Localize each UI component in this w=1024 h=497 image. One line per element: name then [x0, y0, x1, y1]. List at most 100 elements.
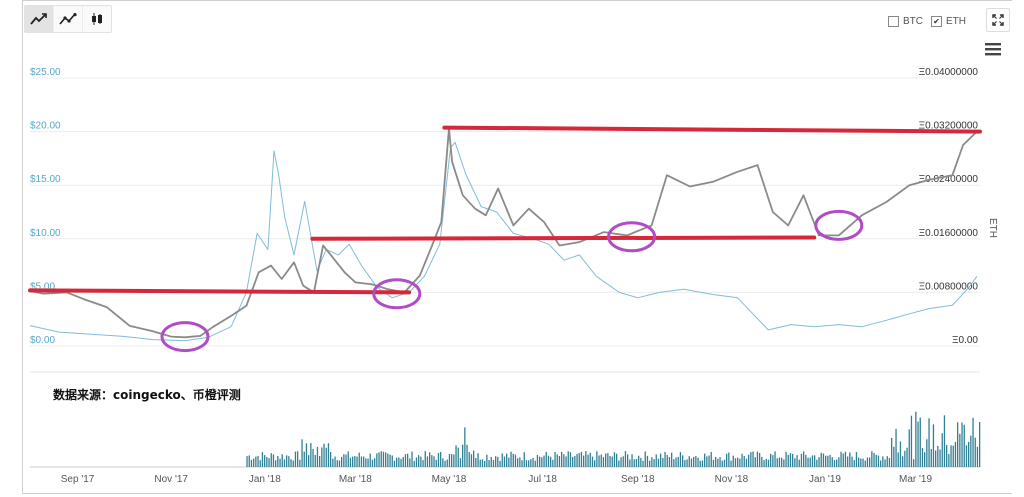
volume-bar [602, 457, 605, 467]
expand-icon [992, 14, 1004, 26]
volume-bar [730, 460, 732, 467]
volume-bar [450, 454, 453, 467]
volume-bar [604, 453, 607, 467]
volume-bar [479, 459, 481, 467]
volume-bar [805, 454, 807, 467]
volume-bar [954, 442, 957, 467]
volume-bar [556, 454, 558, 467]
chart-menu-button[interactable] [985, 42, 1001, 61]
volume-bar [285, 455, 288, 467]
line-chart-button[interactable] [25, 6, 54, 32]
volume-bar [466, 444, 468, 467]
volume-bar [780, 457, 783, 467]
volume-bar [340, 456, 343, 467]
volume-bar [664, 451, 666, 467]
volume-bar [303, 451, 305, 467]
volume-bar [675, 457, 677, 467]
volume-bar [499, 460, 501, 467]
line-chart-icon [30, 13, 47, 25]
volume-bar [527, 460, 530, 467]
volume-bar [743, 456, 745, 467]
volume-bar [789, 453, 792, 467]
support-line [310, 235, 817, 241]
volume-bar [268, 458, 270, 467]
volume-bar [798, 459, 800, 467]
volume-bar [626, 454, 629, 467]
volume-bar [921, 447, 924, 467]
volume-bar [908, 429, 910, 467]
volume-bar [444, 460, 446, 467]
volume-bar [877, 455, 880, 467]
volume-bar [248, 455, 250, 467]
fullscreen-button[interactable] [986, 8, 1010, 32]
volume-bar [448, 453, 451, 467]
volume-bar [609, 455, 611, 467]
volume-bar [818, 457, 820, 467]
volume-bar [512, 453, 514, 467]
volume-bar [618, 460, 620, 467]
volume-bar [681, 455, 684, 467]
volume-bar [519, 457, 521, 467]
eth-checkbox[interactable]: ✔ [931, 16, 942, 27]
volume-bar [316, 446, 319, 467]
series-legend: BTC ✔ ETH [888, 16, 966, 27]
volume-bar [862, 458, 864, 467]
area-chart-button[interactable] [54, 6, 83, 32]
volume-bar [358, 452, 360, 467]
volume-bar [525, 460, 528, 467]
volume-bar [820, 452, 822, 467]
volume-bar [851, 456, 853, 467]
volume-bar [505, 453, 508, 467]
candlestick-chart-button[interactable] [83, 6, 111, 32]
volume-bar [457, 447, 459, 467]
volume-bar [875, 454, 877, 467]
x-tick-label: Jan '18 [249, 474, 281, 485]
volume-bar [692, 456, 695, 467]
volume-bar [948, 453, 950, 467]
volume-bar [758, 452, 761, 467]
volume-bar [490, 456, 492, 467]
volume-bar [926, 439, 928, 467]
volume-bar [673, 459, 675, 467]
volume-bar [717, 458, 719, 467]
left-axis: $25.00 $20.00 $15.00 $10.00 $5.00 $0.00 [30, 67, 61, 346]
x-tick-label: Sep '18 [621, 474, 655, 485]
volume-bar [569, 452, 572, 467]
volume-bar [886, 456, 888, 467]
volume-bar [840, 451, 842, 467]
volume-bar [250, 459, 253, 467]
volume-bar [796, 455, 798, 467]
point-line-chart-icon [59, 13, 77, 25]
volume-bar [750, 452, 752, 467]
volume-bar [600, 454, 602, 467]
eth-toggle[interactable]: ✔ ETH [931, 16, 966, 27]
left-tick-label: $25.00 [30, 67, 61, 78]
volume-bar [494, 456, 497, 467]
volume-bar [853, 460, 855, 467]
volume-bar [477, 453, 479, 467]
volume-bar [336, 460, 338, 467]
volume-bar [305, 443, 308, 467]
volume-bar [547, 455, 550, 467]
volume-bar [809, 457, 811, 467]
volume-bar [765, 458, 767, 467]
volume-bar [433, 456, 435, 467]
volume-bar [624, 451, 627, 467]
volume-bar [974, 437, 976, 467]
volume-bar [481, 459, 484, 467]
volume-bar [747, 454, 750, 467]
volume-bar [912, 459, 915, 467]
btc-checkbox[interactable] [888, 16, 899, 27]
volume-bar [307, 455, 310, 467]
volume-bar [345, 454, 347, 467]
volume-bar [312, 448, 314, 467]
volume-bar [545, 451, 547, 467]
right-tick-label: Ξ0.02400000 [919, 174, 979, 185]
btc-toggle[interactable]: BTC [888, 16, 923, 27]
volume-bar [811, 455, 814, 467]
volume-bar [915, 411, 917, 467]
volume-bar [558, 456, 561, 467]
volume-bar [589, 452, 591, 467]
volume-bar [794, 458, 796, 467]
volume-bar [668, 457, 671, 467]
